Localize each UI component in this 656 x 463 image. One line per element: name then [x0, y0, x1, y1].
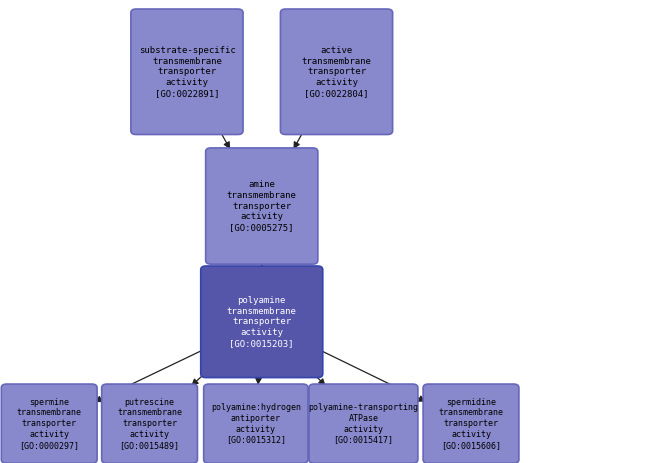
Text: active
transmembrane
transporter
activity
[GO:0022804]: active transmembrane transporter activit…	[302, 46, 371, 98]
Text: substrate-specific
transmembrane
transporter
activity
[GO:0022891]: substrate-specific transmembrane transpo…	[138, 46, 236, 98]
FancyBboxPatch shape	[281, 9, 392, 134]
FancyBboxPatch shape	[201, 266, 323, 378]
Text: amine
transmembrane
transporter
activity
[GO:0005275]: amine transmembrane transporter activity…	[227, 180, 297, 232]
FancyBboxPatch shape	[423, 384, 519, 463]
FancyBboxPatch shape	[1, 384, 97, 463]
FancyBboxPatch shape	[309, 384, 418, 463]
Text: polyamine
transmembrane
transporter
activity
[GO:0015203]: polyamine transmembrane transporter acti…	[227, 296, 297, 348]
FancyBboxPatch shape	[203, 384, 308, 463]
Text: spermidine
transmembrane
transporter
activity
[GO:0015606]: spermidine transmembrane transporter act…	[438, 398, 504, 450]
FancyBboxPatch shape	[206, 148, 318, 264]
Text: spermine
transmembrane
transporter
activity
[GO:0000297]: spermine transmembrane transporter activ…	[16, 398, 82, 450]
Text: polyamine:hydrogen
antiporter
activity
[GO:0015312]: polyamine:hydrogen antiporter activity […	[211, 403, 301, 444]
Text: putrescine
transmembrane
transporter
activity
[GO:0015489]: putrescine transmembrane transporter act…	[117, 398, 182, 450]
FancyBboxPatch shape	[102, 384, 197, 463]
FancyBboxPatch shape	[131, 9, 243, 134]
Text: polyamine-transporting
ATPase
activity
[GO:0015417]: polyamine-transporting ATPase activity […	[308, 403, 419, 444]
